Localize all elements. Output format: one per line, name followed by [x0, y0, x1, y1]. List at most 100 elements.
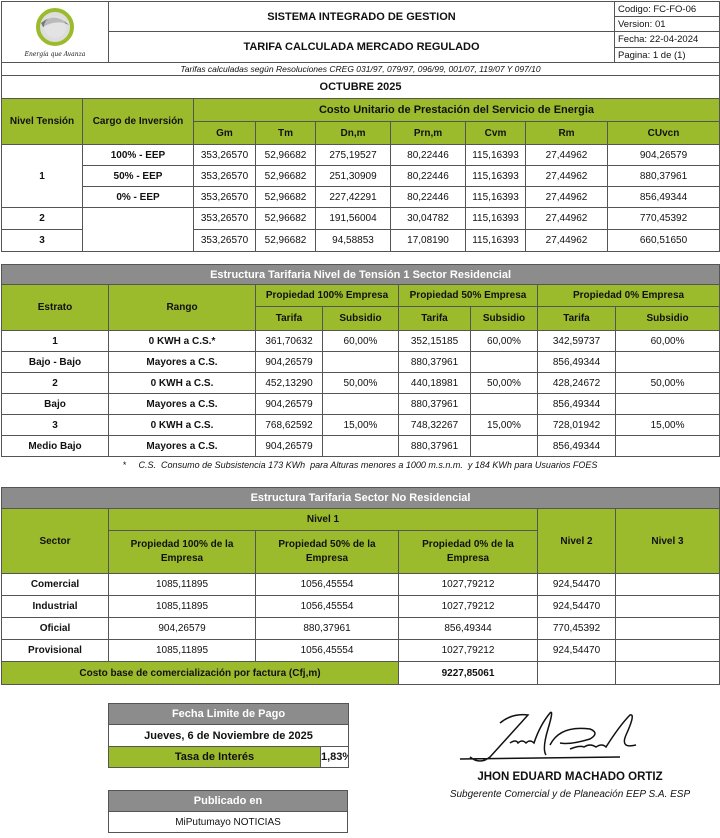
table-row: 0% - EEP 353,26570 52,96682 227,42291 80,224…	[2, 186, 720, 208]
value-cell: 1056,45554	[255, 639, 399, 662]
value-cell: 80,22446	[390, 165, 466, 187]
subsidio-cell	[470, 435, 538, 457]
subsidio-cell: 15,00%	[614, 414, 720, 436]
table-row: Bajo - Bajo Mayores a C.S. 904,26579 880,37…	[1, 351, 720, 373]
tarifa-cell: 856,49344	[537, 351, 616, 373]
estrato-cell: 3	[1, 414, 109, 436]
cu-group-title: Costo Unitario de Prestación del Servici…	[192, 98, 720, 122]
table-row: Industrial 1085,11895 1056,45554 1027,79212…	[1, 595, 720, 618]
cargo-cell: 0% - EEP	[82, 186, 194, 208]
value-cell: 1027,79212	[398, 573, 538, 596]
tarifa-cell: 880,37961	[398, 351, 471, 373]
col-nivel-3: Nivel 3	[615, 508, 720, 574]
subcol-header: Propiedad 100% de la Empresa	[108, 530, 256, 574]
group-header: Propiedad 50% Empresa	[398, 284, 538, 307]
cargo-cell: 100% - EEP	[82, 144, 194, 166]
col-nivel-tension: Nivel Tensión	[1, 98, 83, 145]
value-cell: 353,26570	[193, 229, 256, 252]
value-cell: 115,16393	[465, 207, 526, 230]
value-cell: 17,08190	[390, 229, 466, 252]
value-cell: 94,58853	[315, 229, 391, 252]
tarifa-cell: 880,37961	[398, 435, 471, 457]
table-row: Oficial 904,26579 880,37961 856,49344 770,45…	[1, 617, 720, 640]
subsidio-cell: 60,00%	[470, 330, 538, 352]
subsidio-cell	[470, 393, 538, 415]
subsidio-cell	[614, 351, 720, 373]
subsidio-cell	[614, 393, 720, 415]
value-cell: 1085,11895	[108, 573, 256, 596]
value-cell: 353,26570	[193, 207, 256, 230]
subsidio-cell	[322, 393, 399, 415]
sector-cell: Comercial	[1, 573, 109, 596]
pago-box: Fecha Limite de Pago Jueves, 6 de Noviem…	[108, 703, 349, 768]
nivel-cell: 3	[1, 229, 83, 252]
tasa-value: 1,83%	[320, 746, 349, 768]
col-header: Prn,m	[390, 121, 466, 145]
value-cell: 115,16393	[465, 186, 526, 208]
subsidio-cell	[322, 435, 399, 457]
value-cell: 52,96682	[255, 186, 316, 208]
col-header: CUvcn	[606, 121, 720, 145]
estrato-cell: Bajo	[1, 393, 109, 415]
value-cell: 880,37961	[606, 165, 720, 187]
value-cell: 52,96682	[255, 144, 316, 166]
subsidio-cell	[614, 435, 720, 457]
pagina: Pagina: 1 de (1)	[614, 47, 720, 63]
value-cell: 904,26579	[606, 144, 720, 166]
tarifa-cell: 452,13290	[255, 372, 323, 394]
table-row: Provisional 1085,11895 1056,45554 1027,7921…	[1, 639, 720, 662]
tasa-label: Tasa de Interés	[108, 746, 321, 768]
col-header: Cvm	[465, 121, 526, 145]
signer-name: JHON EDUARD MACHADO ORTIZ	[477, 771, 663, 783]
value-cell: 924,54470	[537, 595, 616, 618]
col-sector: Sector	[1, 508, 109, 574]
table-row: 1 100% - EEP 353,26570 52,96682 275,19527 80,…	[1, 144, 720, 208]
value-cell: 52,96682	[255, 207, 316, 230]
period: OCTUBRE 2025	[1, 75, 720, 99]
tarifa-cell: 880,37961	[398, 393, 471, 415]
system-title: SISTEMA INTEGRADO DE GESTION	[108, 1, 615, 32]
cfj-value: 9227,85061	[398, 661, 538, 685]
value-cell: 115,16393	[465, 229, 526, 252]
value-cell: 1085,11895	[108, 595, 256, 618]
tarifa-cell: 748,32267	[398, 414, 471, 436]
rango-cell: 0 KWH a C.S.	[108, 414, 256, 436]
value-cell: 27,44962	[525, 207, 608, 230]
subsidio-cell: 60,00%	[614, 330, 720, 352]
estrato-cell: 2	[1, 372, 109, 394]
value-cell: 880,37961	[255, 617, 399, 640]
value-cell: 1056,45554	[255, 573, 399, 596]
publicado-box: Publicado en MiPutumayo NOTICIAS	[108, 790, 348, 833]
subsidio-cell: 15,00%	[322, 414, 399, 436]
col-rango: Rango	[108, 284, 256, 331]
value-cell	[615, 595, 720, 618]
tarifa-cell: 904,26579	[255, 393, 323, 415]
signature-icon	[459, 711, 637, 762]
logo: Energía que Avanza	[1, 1, 109, 63]
col-header: Dn,m	[315, 121, 391, 145]
estrato-cell: Medio Bajo	[1, 435, 109, 457]
publicado-title: Publicado en	[108, 790, 348, 812]
value-cell: 660,51650	[606, 229, 720, 252]
subcol-header: Propiedad 50% de la Empresa	[255, 530, 399, 574]
value-cell: 353,26570	[193, 144, 256, 166]
cfj-label: Costo base de comercialización por factu…	[1, 661, 399, 685]
value-cell: 115,16393	[465, 144, 526, 166]
subsidio-cell: 60,00%	[322, 330, 399, 352]
value-cell: 80,22446	[390, 144, 466, 166]
signer-role: Subgerente Comercial y de Planeación EEP…	[449, 789, 691, 800]
value-cell: 904,26579	[108, 617, 256, 640]
sector-cell: Oficial	[1, 617, 109, 640]
col-estrato: Estrato	[1, 284, 109, 331]
estrato-cell: Bajo - Bajo	[1, 351, 109, 373]
table-row: Medio Bajo Mayores a C.S. 904,26579 880,379…	[1, 435, 720, 457]
value-cell: 115,16393	[465, 165, 526, 187]
sector-cell: Industrial	[1, 595, 109, 618]
value-cell: 52,96682	[255, 229, 316, 252]
cargo-cell: 50% - EEP	[82, 165, 194, 187]
tarifa-cell: 361,70632	[255, 330, 323, 352]
tarifa-cell: 856,49344	[537, 393, 616, 415]
publicado-value: MiPutumayo NOTICIAS	[108, 811, 348, 833]
rango-cell: Mayores a C.S.	[108, 435, 256, 457]
col-nivel-1: Nivel 1	[108, 508, 538, 531]
